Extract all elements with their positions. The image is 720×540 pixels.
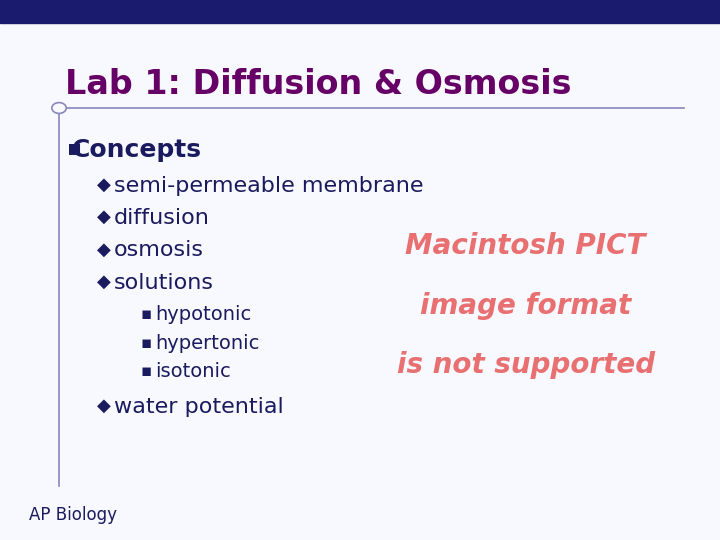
Text: osmosis: osmosis: [114, 240, 204, 260]
Text: hypertonic: hypertonic: [155, 334, 259, 353]
Text: Macintosh PICT: Macintosh PICT: [405, 232, 646, 260]
Text: diffusion: diffusion: [114, 208, 210, 228]
Text: ▪: ▪: [67, 138, 82, 158]
Text: Lab 1: Diffusion & Osmosis: Lab 1: Diffusion & Osmosis: [65, 68, 571, 100]
Text: semi-permeable membrane: semi-permeable membrane: [114, 176, 423, 195]
Text: solutions: solutions: [114, 273, 214, 293]
Text: ◆: ◆: [97, 240, 111, 258]
Text: ◆: ◆: [97, 176, 111, 193]
Text: ▪: ▪: [140, 334, 152, 352]
Bar: [0, 0, 720, 23]
Text: Concepts: Concepts: [72, 138, 202, 161]
Text: is not supported: is not supported: [397, 351, 654, 379]
Text: image format: image format: [420, 292, 631, 320]
Text: ▪: ▪: [140, 305, 152, 323]
Circle shape: [52, 103, 66, 113]
Text: isotonic: isotonic: [155, 362, 230, 381]
Text: hypotonic: hypotonic: [155, 305, 251, 324]
Text: ◆: ◆: [97, 273, 111, 291]
Text: water potential: water potential: [114, 397, 284, 417]
Text: ◆: ◆: [97, 397, 111, 415]
Text: ◆: ◆: [97, 208, 111, 226]
Text: AP Biology: AP Biology: [29, 506, 117, 524]
Text: ▪: ▪: [140, 362, 152, 380]
